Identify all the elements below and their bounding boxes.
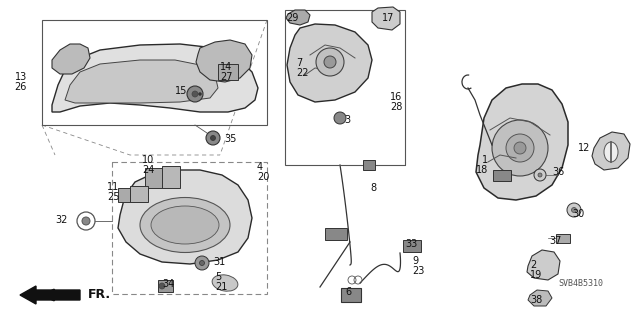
Bar: [325, 228, 347, 240]
Text: 6: 6: [345, 287, 351, 297]
Text: 7
22: 7 22: [296, 58, 308, 78]
Bar: [285, 10, 405, 165]
Polygon shape: [287, 24, 372, 102]
Polygon shape: [118, 170, 252, 264]
Bar: [112, 162, 267, 294]
Ellipse shape: [140, 197, 230, 253]
Polygon shape: [476, 84, 568, 200]
Polygon shape: [528, 290, 552, 306]
Circle shape: [316, 48, 344, 76]
Circle shape: [506, 134, 534, 162]
Bar: [493, 170, 511, 181]
Bar: [42, 20, 267, 125]
Text: 16
28: 16 28: [390, 92, 403, 112]
Bar: [130, 186, 148, 202]
Bar: [341, 288, 361, 302]
Ellipse shape: [604, 142, 618, 162]
Circle shape: [200, 261, 205, 265]
Polygon shape: [286, 10, 310, 25]
Polygon shape: [52, 44, 258, 112]
Polygon shape: [52, 44, 90, 74]
Polygon shape: [527, 250, 560, 280]
Bar: [363, 160, 375, 170]
Circle shape: [567, 203, 581, 217]
Text: 11
25: 11 25: [107, 182, 120, 202]
Text: 10
24: 10 24: [142, 155, 154, 175]
Text: 14
27: 14 27: [220, 62, 232, 82]
Circle shape: [206, 131, 220, 145]
Text: 1
18: 1 18: [476, 155, 488, 175]
Text: 4
20: 4 20: [257, 162, 269, 182]
Text: 17: 17: [382, 13, 394, 23]
Circle shape: [538, 173, 542, 177]
Polygon shape: [592, 132, 630, 170]
Ellipse shape: [151, 206, 219, 244]
Text: 32: 32: [55, 215, 67, 225]
Circle shape: [334, 112, 346, 124]
Text: 36: 36: [552, 167, 564, 177]
Text: 37: 37: [549, 236, 561, 246]
Text: 3: 3: [344, 115, 350, 125]
Circle shape: [492, 120, 548, 176]
Circle shape: [192, 91, 198, 97]
Ellipse shape: [212, 275, 238, 291]
Text: 31: 31: [213, 257, 225, 267]
Text: 33: 33: [405, 239, 417, 249]
Bar: [158, 280, 173, 292]
Text: 12: 12: [578, 143, 590, 153]
Circle shape: [572, 207, 577, 212]
Text: 13
26: 13 26: [15, 71, 27, 93]
Circle shape: [187, 86, 203, 102]
Text: 15: 15: [175, 86, 188, 96]
Text: 2
19: 2 19: [530, 260, 542, 280]
Text: 34: 34: [162, 279, 174, 289]
Circle shape: [159, 283, 165, 289]
Polygon shape: [65, 60, 218, 103]
Text: 8: 8: [370, 183, 376, 193]
Text: FR.: FR.: [88, 288, 111, 301]
Bar: [556, 234, 570, 243]
Text: 5
21: 5 21: [215, 271, 227, 293]
Bar: [162, 166, 180, 188]
Bar: [218, 64, 238, 80]
Bar: [145, 168, 165, 188]
Circle shape: [324, 56, 336, 68]
Polygon shape: [196, 40, 252, 82]
Polygon shape: [372, 7, 400, 30]
Text: 30: 30: [572, 209, 584, 219]
Text: 35: 35: [224, 134, 236, 144]
Text: SVB4B5310: SVB4B5310: [558, 279, 603, 288]
Circle shape: [82, 217, 90, 225]
FancyArrow shape: [20, 286, 80, 304]
Text: 9
23: 9 23: [412, 256, 424, 276]
Bar: [403, 240, 421, 252]
Text: 38: 38: [530, 295, 542, 305]
Circle shape: [198, 93, 202, 95]
Text: 29: 29: [286, 13, 298, 23]
Circle shape: [514, 142, 526, 154]
Circle shape: [211, 136, 216, 140]
Circle shape: [534, 169, 546, 181]
Circle shape: [195, 256, 209, 270]
Bar: [118, 188, 134, 202]
